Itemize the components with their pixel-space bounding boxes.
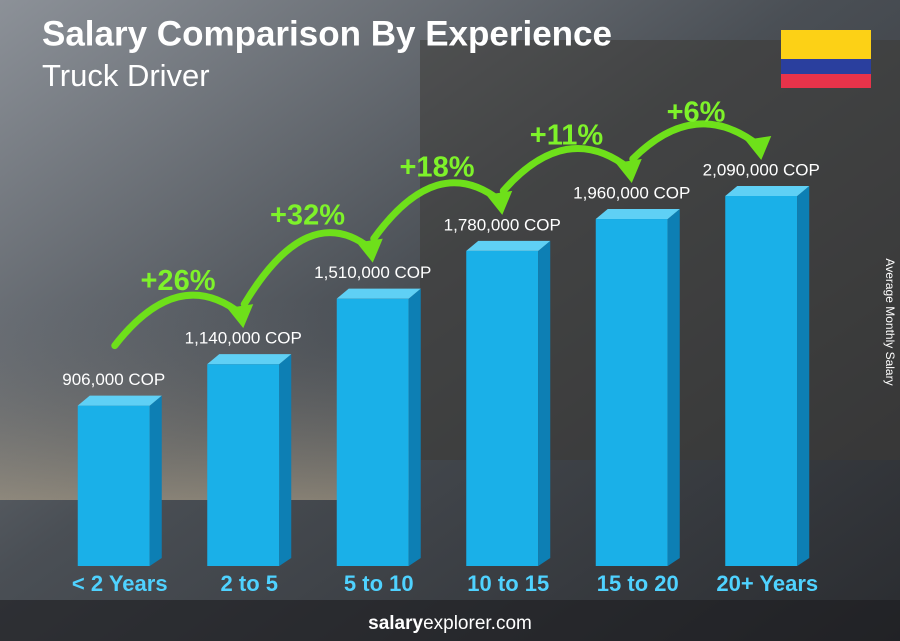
bar-side [408,288,421,566]
bar-top [336,288,421,299]
chart-title: Salary Comparison By Experience [42,14,612,53]
change-label: +6% [667,97,726,129]
source: salaryexplorer.com [368,613,532,634]
flag-red [781,74,871,88]
flag-blue [781,59,871,74]
bar [77,405,150,566]
flag [781,30,871,88]
change-label: +18% [400,152,475,184]
footer-band [0,600,900,641]
bar-top [77,395,162,406]
bar [336,298,409,566]
x-tick-label: 10 to 15 [467,571,549,596]
change-label: +11% [530,120,604,152]
value-label: 1,780,000 COP [444,215,561,234]
change-arrowhead [486,190,513,215]
change-arrow [240,229,375,308]
change-arrow [499,145,634,195]
change-arrowhead [615,159,642,184]
change-arrow [370,179,504,243]
flag-yellow [781,30,871,59]
change-label: +32% [270,199,345,231]
bar-top [466,240,551,251]
value-label: 1,510,000 COP [314,263,431,282]
x-tick-label: 15 to 20 [597,571,679,596]
source-bold: salary [368,613,423,634]
value-label: 906,000 COP [62,370,165,389]
value-label: 1,960,000 COP [573,183,690,202]
y-axis-label: Average Monthly Salary [883,258,897,385]
change-arrowhead [745,136,772,160]
bar-side [797,186,810,566]
bar-side [667,209,680,567]
bar [725,196,798,566]
bar [595,219,668,567]
change-arrowhead [356,238,383,263]
bar-side [538,240,551,567]
value-label: 1,140,000 COP [185,329,302,348]
change-arrow [629,120,763,163]
change-arrow [111,291,245,350]
value-label: 2,090,000 COP [703,160,820,179]
bar-top [207,354,292,365]
x-tick-label: < 2 Years [72,571,168,596]
bar-side [149,395,162,566]
bar-side [279,354,292,566]
bar [466,250,539,567]
change-arrowhead [227,304,254,329]
chart-subtitle: Truck Driver [42,58,210,93]
x-tick-label: 5 to 10 [344,571,414,596]
x-tick-label: 2 to 5 [221,571,278,596]
bar-top [725,186,810,196]
x-tick-label: 20+ Years [716,571,818,596]
bar [207,364,280,566]
source-rest: explorer.com [423,613,532,634]
change-label: +26% [141,265,216,297]
bar-top [595,209,680,220]
